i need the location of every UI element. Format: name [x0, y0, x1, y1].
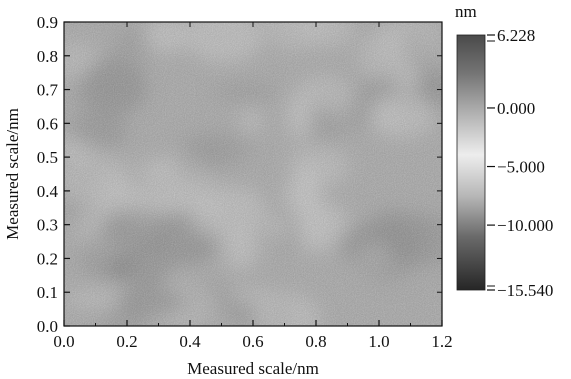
- y-tick-label: 0.4: [37, 182, 59, 201]
- y-tick-label: 0.9: [37, 13, 58, 32]
- colorbar-tick-label: −10.000: [497, 216, 553, 235]
- x-tick-label: 0.2: [116, 332, 137, 351]
- colorbar-tick-label: −5.000: [497, 158, 545, 177]
- y-tick-label: 0.6: [37, 114, 58, 133]
- colorbar-tick-label: 0.000: [497, 99, 535, 118]
- colorbar-unit-label: nm: [455, 2, 477, 21]
- y-axis-title: Measured scale/nm: [3, 108, 22, 240]
- y-tick-label: 0.3: [37, 216, 58, 235]
- x-axis-title: Measured scale/nm: [187, 359, 319, 378]
- colorbar-tick-label: −15.540: [497, 281, 553, 300]
- y-tick-label: 0.5: [37, 148, 58, 167]
- x-axis-ticks: 0.0 0.2 0.4 0.6 0.8 1.0 1.2: [53, 22, 453, 351]
- x-tick-label: 0.0: [53, 332, 74, 351]
- x-tick-label: 0.6: [242, 332, 263, 351]
- y-tick-label: 0.8: [37, 47, 58, 66]
- x-tick-label: 0.4: [179, 332, 201, 351]
- y-tick-label: 0.2: [37, 249, 58, 268]
- height-map-grain: [64, 22, 442, 326]
- x-tick-label: 1.2: [431, 332, 452, 351]
- colorbar-scale: [456, 34, 486, 291]
- x-tick-label: 0.8: [305, 332, 326, 351]
- colorbar: nm 6.228 0.000 −5.000 −10.000 −15.540: [455, 2, 553, 300]
- y-tick-label: 0.1: [37, 283, 58, 302]
- y-tick-label: 0.0: [37, 317, 58, 336]
- height-map-image: [64, 22, 442, 326]
- colorbar-tick-label: 6.228: [497, 26, 535, 45]
- colorbar-ticks: 6.228 0.000 −5.000 −10.000 −15.540: [487, 26, 553, 300]
- y-tick-label: 0.7: [37, 81, 59, 100]
- x-tick-label: 1.0: [368, 332, 389, 351]
- y-axis-ticks: 0.0 0.1 0.2 0.3 0.4 0.5 0.6 0.7 0.8 0.9: [37, 13, 442, 336]
